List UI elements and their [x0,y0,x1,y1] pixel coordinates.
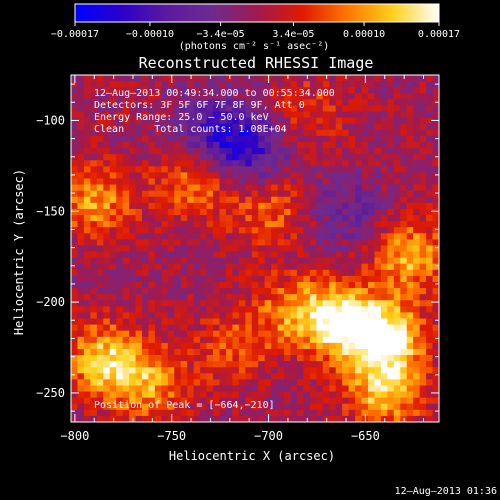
colorbar [75,4,439,22]
colorbar-frame [74,3,440,23]
heatmap-image [71,75,439,422]
colorbar-tick-label: 3.4e−05 [272,29,314,40]
plot-frame [70,74,440,423]
colorbar-tick-label: 0.00017 [418,29,460,40]
annotation-time: 12–Aug–2013 00:49:34.000 to 00:55:34.000 [94,88,335,99]
y-tick-label: −250 [36,386,65,400]
y-tick-label: −100 [36,113,65,127]
peak-position-label: Position of Peak = [−664,−210] [94,400,275,411]
x-tick-label: −800 [60,429,89,443]
colorbar-tick-label: −3.4e−05 [197,29,245,40]
colorbar-label: (photons cm⁻² s⁻¹ asec⁻²) [179,41,330,52]
x-tick-label: −650 [351,429,380,443]
colorbar-tick-label: −0.00010 [126,29,174,40]
footer-timestamp: 12–Aug–2013 01:36 [395,486,497,497]
x-axis-label: Heliocentric X (arcsec) [169,449,335,463]
x-tick-label: −750 [157,429,186,443]
chart-title: Reconstructed RHESSI Image [139,54,374,72]
annotation-energy: Energy Range: 25.0 – 50.0 keV [94,112,269,123]
y-tick-label: −150 [36,204,65,218]
y-axis: −100 −150 −200 −250 [36,83,439,412]
x-tick-label: −700 [254,429,283,443]
x-axis: −800 −750 −700 −650 [60,75,425,443]
annotation-counts: Clean Total counts: 1.08E+04 [94,124,287,135]
colorbar-tick-label: −0.00017 [51,29,99,40]
colorbar-ticks: −0.00017 −0.00010 −3.4e−05 3.4e−05 0.00010 0.… [51,22,460,40]
y-axis-label: Heliocentric Y (arcsec) [12,169,26,335]
y-tick-label: −200 [36,295,65,309]
colorbar-tick-label: 0.00010 [343,29,385,40]
annotation-detectors: Detectors: 3F 5F 6F 7F 8F 9F, Att 0 [94,100,305,111]
